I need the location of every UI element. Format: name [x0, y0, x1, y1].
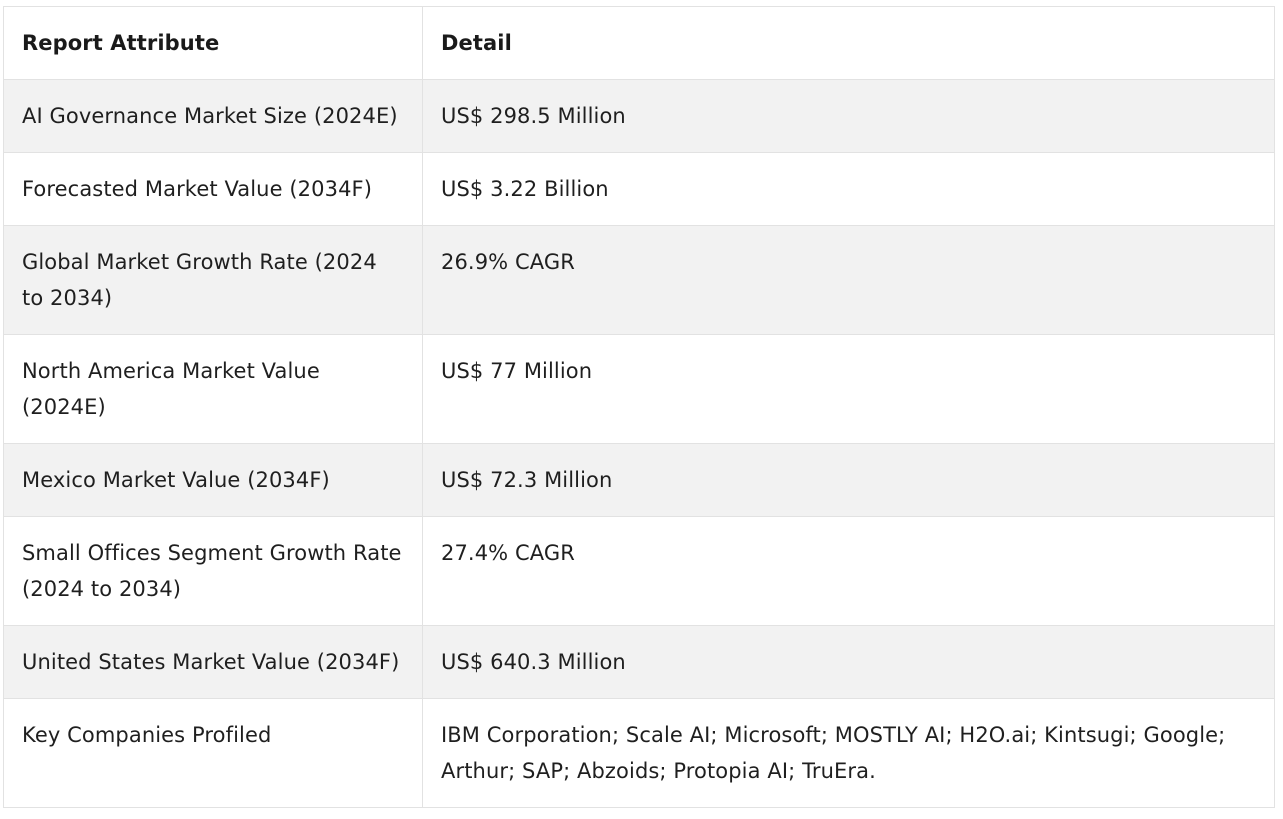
detail-cell: US$ 77 Million: [422, 334, 1275, 444]
detail-cell: 27.4% CAGR: [422, 516, 1275, 626]
detail-cell: US$ 640.3 Million: [422, 625, 1275, 699]
table-row: Global Market Growth Rate (2024 to 2034)…: [3, 225, 1275, 335]
attribute-cell: Key Companies Profiled: [3, 698, 423, 808]
table-body: AI Governance Market Size (2024E) US$ 29…: [3, 79, 1275, 808]
detail-cell: US$ 72.3 Million: [422, 443, 1275, 517]
table-row: United States Market Value (2034F) US$ 6…: [3, 625, 1275, 699]
detail-cell: IBM Corporation; Scale AI; Microsoft; MO…: [422, 698, 1275, 808]
attribute-cell: Forecasted Market Value (2034F): [3, 152, 423, 226]
table-row: North America Market Value (2024E) US$ 7…: [3, 334, 1275, 444]
header-row: Report Attribute Detail: [3, 6, 1275, 80]
attribute-cell: United States Market Value (2034F): [3, 625, 423, 699]
detail-cell: US$ 3.22 Billion: [422, 152, 1275, 226]
attribute-cell: Global Market Growth Rate (2024 to 2034): [3, 225, 423, 335]
table-row: Key Companies Profiled IBM Corporation; …: [3, 698, 1275, 808]
detail-cell: US$ 298.5 Million: [422, 79, 1275, 153]
table-row: Mexico Market Value (2034F) US$ 72.3 Mil…: [3, 443, 1275, 517]
attribute-cell: Mexico Market Value (2034F): [3, 443, 423, 517]
report-attributes-table: Report Attribute Detail AI Governance Ma…: [3, 6, 1275, 808]
attribute-cell: AI Governance Market Size (2024E): [3, 79, 423, 153]
report-table-container: Report Attribute Detail AI Governance Ma…: [3, 6, 1275, 808]
attribute-cell: Small Offices Segment Growth Rate (2024 …: [3, 516, 423, 626]
header-detail: Detail: [422, 6, 1275, 80]
table-row: Small Offices Segment Growth Rate (2024 …: [3, 516, 1275, 626]
table-row: Forecasted Market Value (2034F) US$ 3.22…: [3, 152, 1275, 226]
table-header: Report Attribute Detail: [3, 6, 1275, 80]
table-row: AI Governance Market Size (2024E) US$ 29…: [3, 79, 1275, 153]
detail-cell: 26.9% CAGR: [422, 225, 1275, 335]
header-report-attribute: Report Attribute: [3, 6, 423, 80]
attribute-cell: North America Market Value (2024E): [3, 334, 423, 444]
